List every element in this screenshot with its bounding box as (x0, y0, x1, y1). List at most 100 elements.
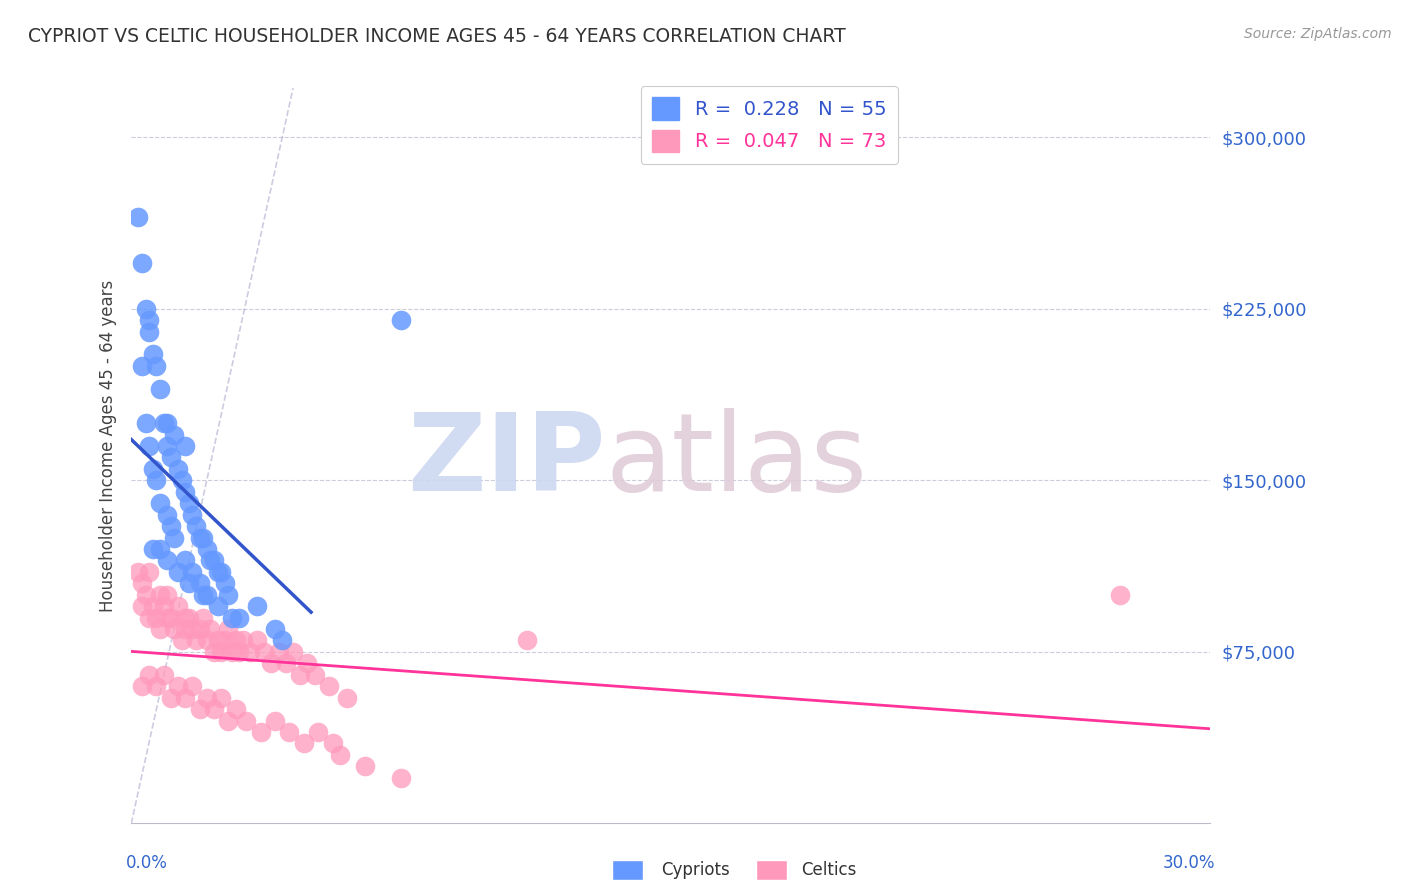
Point (149, 622, 172, 636)
Point (209, 690, 232, 705)
Point (131, 256, 153, 270)
Point (209, 645, 232, 659)
Point (217, 622, 239, 636)
Point (177, 610, 200, 624)
Point (174, 553, 197, 567)
Point (246, 599, 269, 614)
Point (304, 667, 326, 681)
Point (152, 599, 174, 614)
Point (167, 565, 190, 579)
Point (170, 633, 193, 648)
Point (138, 313, 160, 327)
Text: 30.0%: 30.0% (1163, 854, 1215, 871)
Point (297, 657, 319, 671)
Point (281, 645, 304, 659)
Point (135, 301, 157, 316)
Point (138, 610, 160, 624)
Point (195, 541, 218, 556)
Point (174, 610, 197, 624)
Point (149, 496, 172, 510)
Point (322, 736, 344, 750)
Point (188, 702, 211, 716)
Point (156, 610, 179, 624)
Point (177, 576, 200, 591)
Text: 0.0%: 0.0% (127, 854, 167, 871)
Point (167, 679, 190, 693)
Point (145, 610, 167, 624)
Text: Source: ZipAtlas.com: Source: ZipAtlas.com (1244, 27, 1392, 41)
Point (217, 714, 239, 728)
Point (145, 359, 167, 373)
Point (202, 553, 225, 567)
Point (318, 679, 340, 693)
Point (163, 622, 186, 636)
Point (170, 473, 193, 487)
Point (207, 599, 229, 614)
Point (156, 553, 179, 567)
Point (246, 633, 269, 648)
Point (138, 439, 160, 453)
Point (159, 690, 181, 705)
Point (232, 633, 254, 648)
Point (329, 747, 352, 762)
Point (156, 508, 179, 522)
Text: CYPRIOT VS CELTIC HOUSEHOLDER INCOME AGES 45 - 64 YEARS CORRELATION CHART: CYPRIOT VS CELTIC HOUSEHOLDER INCOME AGE… (28, 27, 846, 45)
Point (200, 622, 222, 636)
Text: Cypriots: Cypriots (661, 861, 730, 879)
Point (209, 565, 232, 579)
Point (193, 531, 215, 545)
Point (145, 679, 167, 693)
Point (174, 690, 197, 705)
Point (188, 622, 211, 636)
Text: Celtics: Celtics (801, 861, 856, 879)
Point (278, 725, 301, 739)
Point (152, 667, 174, 681)
Point (181, 508, 204, 522)
Point (163, 531, 186, 545)
Point (336, 690, 359, 705)
Point (156, 416, 179, 430)
Point (217, 588, 239, 602)
Point (202, 702, 225, 716)
Point (127, 211, 149, 225)
Point (142, 347, 165, 361)
Point (228, 610, 250, 624)
Point (131, 679, 153, 693)
Point (292, 736, 315, 750)
Point (142, 599, 165, 614)
Text: atlas: atlas (606, 409, 868, 514)
Point (159, 450, 181, 465)
Point (127, 565, 149, 579)
Point (138, 667, 160, 681)
Point (159, 519, 181, 533)
Point (131, 359, 153, 373)
Legend: R =  0.228   N = 55, R =  0.047   N = 73: R = 0.228 N = 55, R = 0.047 N = 73 (641, 86, 898, 164)
Point (138, 325, 160, 339)
Point (271, 633, 294, 648)
Point (274, 657, 297, 671)
Point (1109, 588, 1132, 602)
Point (221, 645, 243, 659)
Point (354, 759, 377, 773)
Point (195, 588, 218, 602)
Point (193, 610, 215, 624)
Point (264, 622, 287, 636)
Point (174, 622, 197, 636)
Point (181, 622, 204, 636)
Point (193, 588, 215, 602)
Point (225, 702, 247, 716)
Point (159, 610, 181, 624)
Point (221, 610, 243, 624)
Text: ZIP: ZIP (408, 409, 606, 514)
Point (181, 565, 204, 579)
Point (145, 473, 167, 487)
Point (188, 531, 211, 545)
Point (131, 576, 153, 591)
Point (163, 427, 186, 442)
Point (174, 439, 197, 453)
Point (142, 462, 165, 476)
Point (207, 565, 229, 579)
Point (142, 541, 165, 556)
Point (138, 565, 160, 579)
Point (253, 645, 276, 659)
